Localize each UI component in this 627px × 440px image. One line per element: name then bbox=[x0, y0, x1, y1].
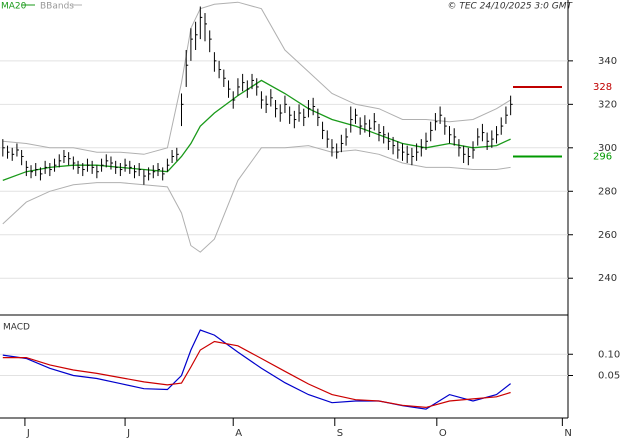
x-tick-label: J bbox=[126, 428, 130, 439]
source: © TEC 24/10/2025 3:0 GMT bbox=[447, 2, 573, 12]
y-tick-label: 300 bbox=[598, 143, 617, 154]
legend-entry: MA20 bbox=[1, 2, 27, 12]
level-label: 296 bbox=[593, 152, 612, 163]
price-plot bbox=[0, 1, 568, 279]
level-label: 328 bbox=[593, 82, 612, 93]
x-tick-label: J bbox=[26, 428, 30, 439]
x-tick-label: S bbox=[337, 428, 343, 439]
y-tick-label: 340 bbox=[598, 56, 617, 67]
x-tick-label: O bbox=[439, 428, 447, 439]
series-line bbox=[2, 329, 511, 410]
indicator-line bbox=[2, 145, 511, 253]
y-tick-label: 260 bbox=[598, 230, 617, 241]
series-line bbox=[2, 340, 511, 409]
x-tick-label: A bbox=[235, 428, 242, 439]
y-tick-label: 0.10 bbox=[598, 349, 620, 360]
panel-title: MACD bbox=[3, 323, 30, 333]
indicator-line bbox=[2, 1, 511, 155]
x-tick-label: N bbox=[564, 428, 571, 439]
y-tick-label: 240 bbox=[598, 273, 617, 284]
y-tick-label: 320 bbox=[598, 99, 617, 110]
y-tick-label: 280 bbox=[598, 186, 617, 197]
y-tick-label: 0.05 bbox=[598, 371, 620, 382]
legend-entry: BBands bbox=[40, 2, 74, 12]
macd-plot bbox=[0, 329, 568, 410]
